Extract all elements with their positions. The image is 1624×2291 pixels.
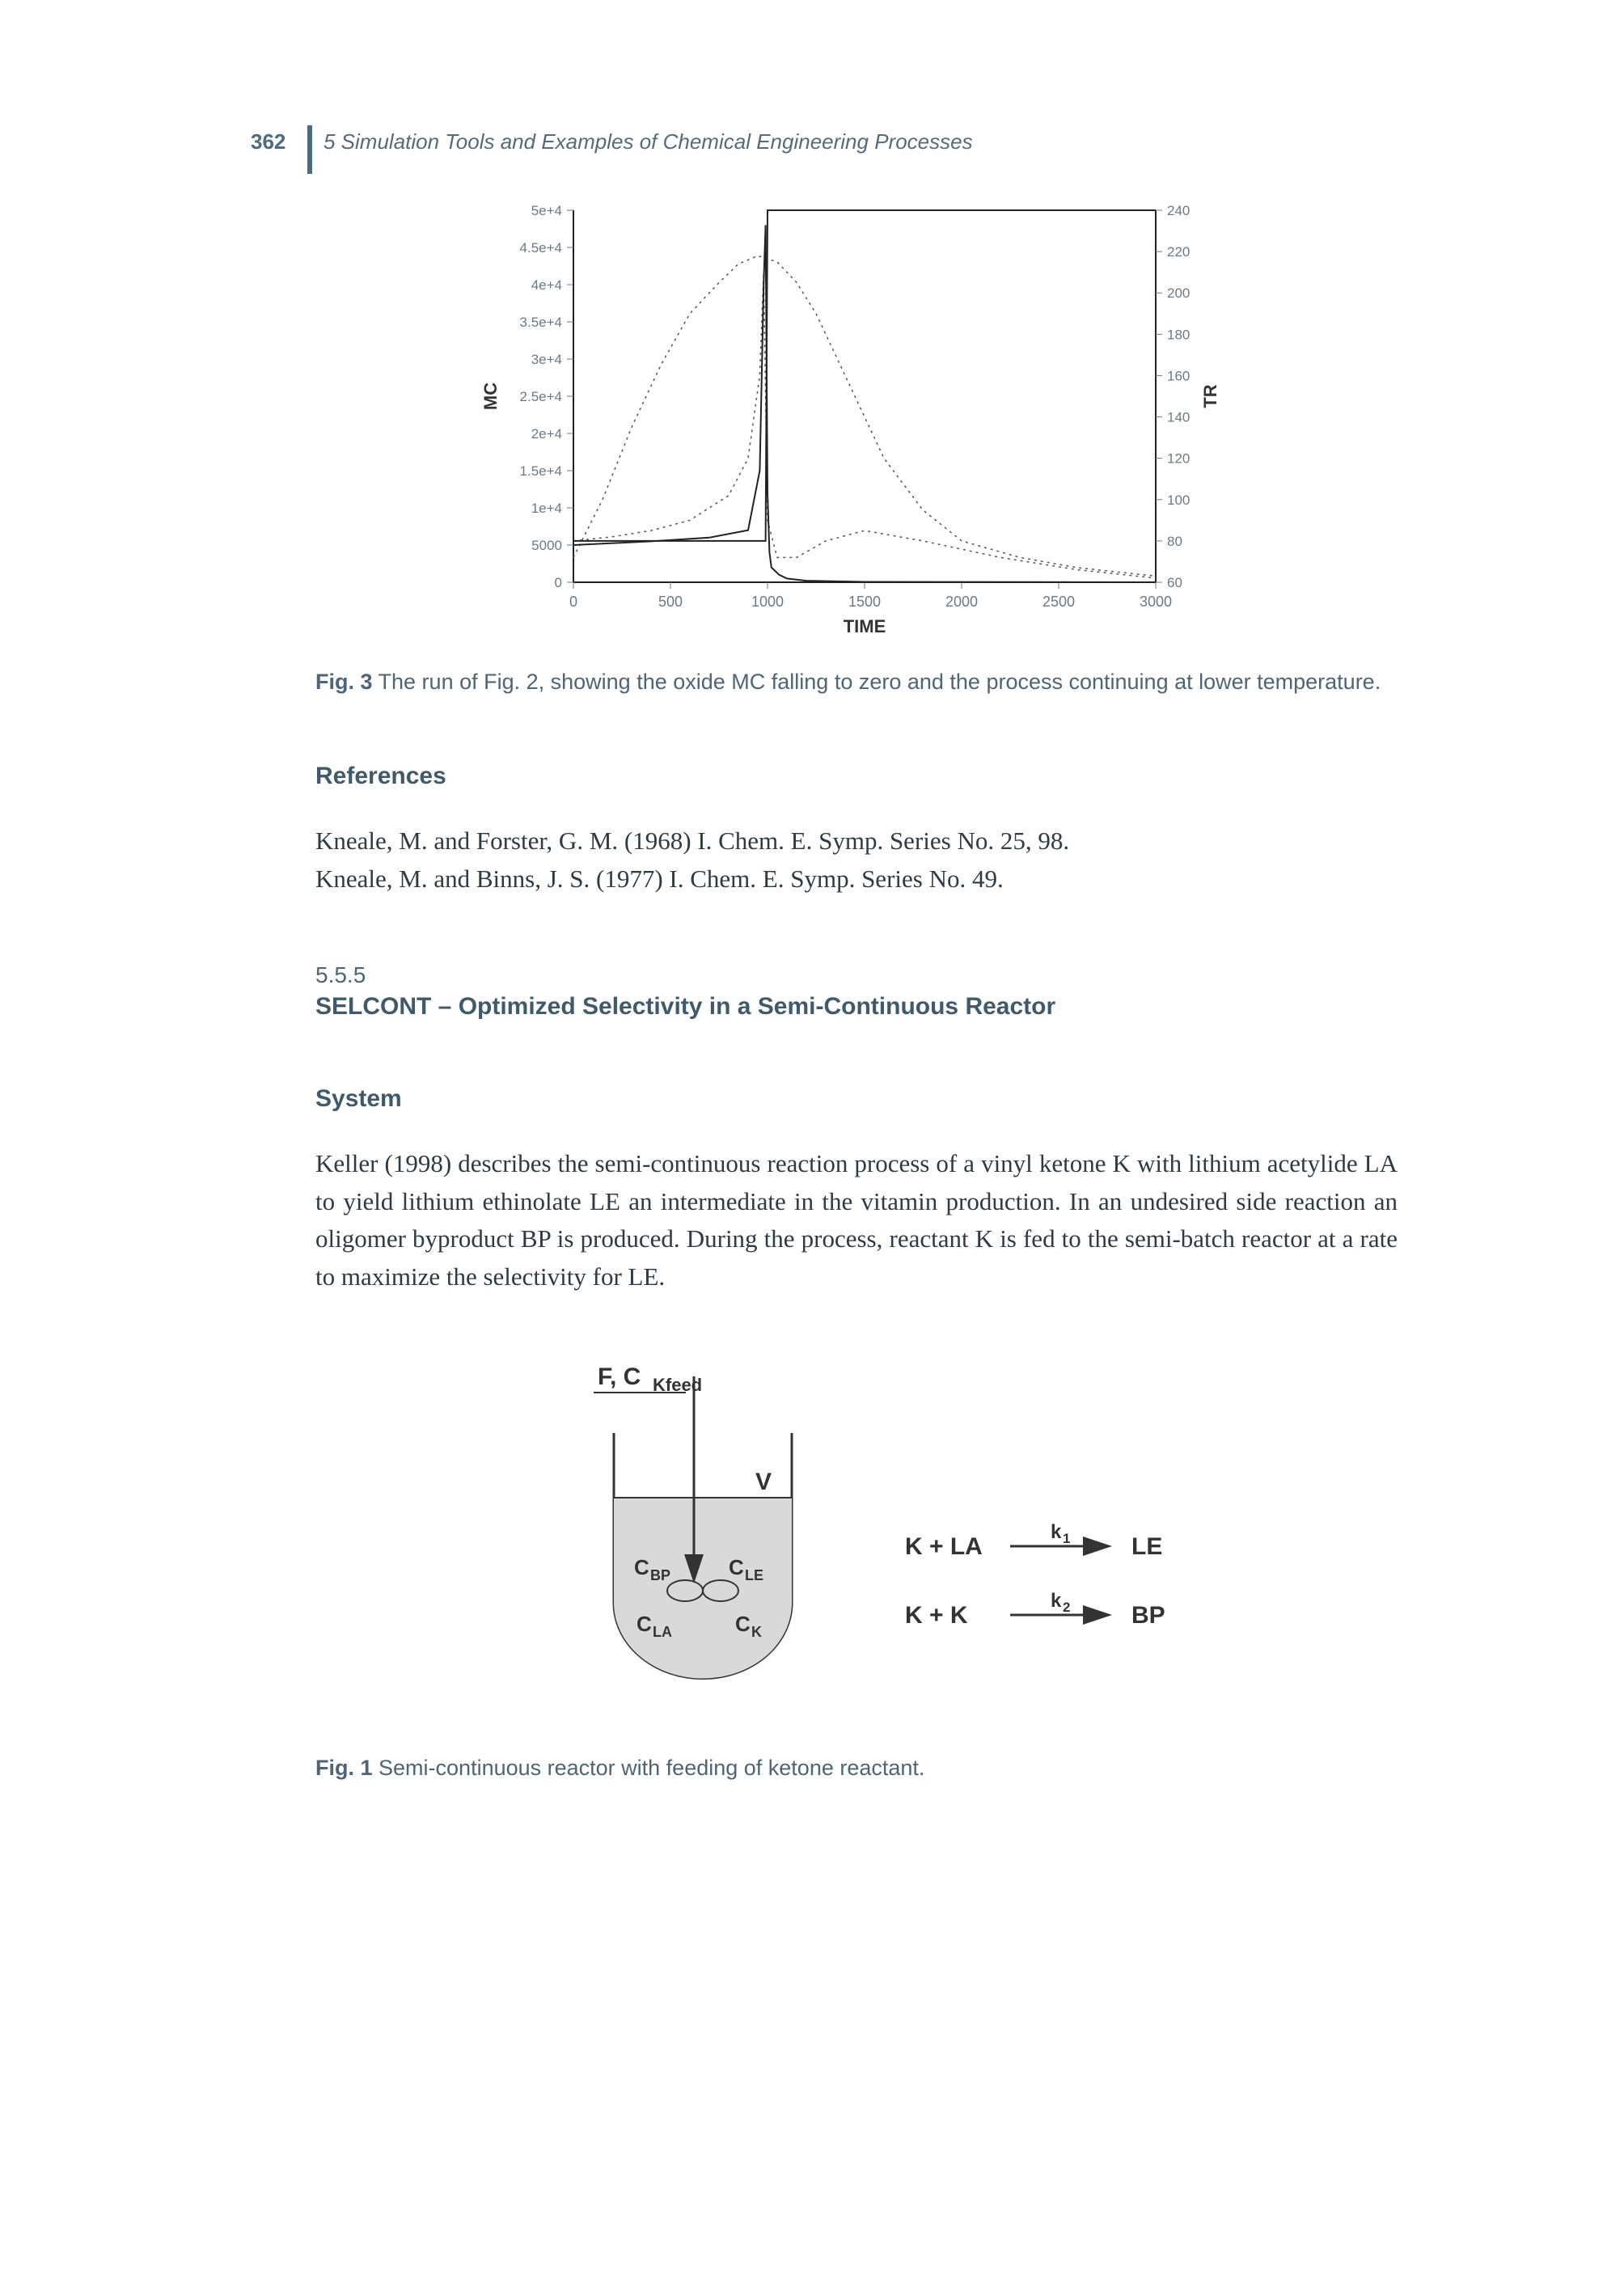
svg-text:1e+4: 1e+4 xyxy=(531,501,562,516)
svg-text:4e+4: 4e+4 xyxy=(531,277,562,293)
svg-text:1.5e+4: 1.5e+4 xyxy=(520,463,562,479)
svg-text:240: 240 xyxy=(1167,203,1190,218)
fig1-caption-text: Semi-continuous reactor with feeding of … xyxy=(379,1756,924,1780)
svg-text:LE: LE xyxy=(1131,1533,1162,1560)
section-title: SELCONT – Optimized Selectivity in a Sem… xyxy=(315,993,1398,1021)
svg-text:80: 80 xyxy=(1167,534,1182,549)
svg-text:500: 500 xyxy=(658,594,683,610)
svg-text:180: 180 xyxy=(1167,327,1190,342)
svg-text:MC: MC xyxy=(480,383,501,410)
svg-text:TIME: TIME xyxy=(844,616,886,636)
svg-text:4.5e+4: 4.5e+4 xyxy=(520,240,562,256)
svg-text:C: C xyxy=(729,1555,744,1579)
svg-text:V: V xyxy=(755,1469,772,1495)
svg-text:1: 1 xyxy=(1063,1531,1070,1546)
svg-text:160: 160 xyxy=(1167,368,1190,383)
svg-text:60: 60 xyxy=(1167,575,1182,590)
fig3-caption-label: Fig. 3 xyxy=(315,670,373,694)
running-head: 5 Simulation Tools and Examples of Chemi… xyxy=(324,129,973,154)
references-heading: References xyxy=(315,763,1398,790)
fig1-caption-label: Fig. 1 xyxy=(315,1756,373,1780)
svg-text:140: 140 xyxy=(1167,410,1190,425)
svg-text:200: 200 xyxy=(1167,285,1190,301)
references-list: Kneale, M. and Forster, G. M. (1968) I. … xyxy=(315,822,1398,898)
fig3-caption-text: The run of Fig. 2, showing the oxide MC … xyxy=(379,670,1381,694)
reference-item: Kneale, M. and Binns, J. S. (1977) I. Ch… xyxy=(315,860,1398,898)
svg-text:2.5e+4: 2.5e+4 xyxy=(520,389,562,404)
svg-text:1000: 1000 xyxy=(751,594,784,610)
system-heading: System xyxy=(315,1085,1398,1113)
reference-item: Kneale, M. and Forster, G. M. (1968) I. … xyxy=(315,822,1398,860)
fig1-diagram-container: F, CKfeedVCBPCLECLACKK + LAk1LEK + Kk2BP xyxy=(315,1344,1398,1736)
fig3-caption: Fig. 3 The run of Fig. 2, showing the ox… xyxy=(315,666,1398,698)
fig3-chart: 0 500 1000 1500 2000 2500 3000 TIME 0 5000 1e+4 1.5… xyxy=(468,194,1245,647)
svg-text:220: 220 xyxy=(1167,244,1190,260)
svg-text:LE: LE xyxy=(745,1567,763,1583)
svg-text:2500: 2500 xyxy=(1042,594,1075,610)
svg-text:1500: 1500 xyxy=(848,594,881,610)
svg-text:0: 0 xyxy=(569,594,577,610)
svg-text:K + K: K + K xyxy=(905,1602,968,1629)
svg-text:C: C xyxy=(636,1612,652,1636)
svg-text:C: C xyxy=(735,1612,751,1636)
svg-text:BP: BP xyxy=(650,1567,670,1583)
svg-text:k: k xyxy=(1051,1521,1062,1543)
svg-text:0: 0 xyxy=(555,575,562,590)
svg-text:120: 120 xyxy=(1167,451,1190,467)
svg-text:100: 100 xyxy=(1167,492,1190,508)
svg-text:5e+4: 5e+4 xyxy=(531,203,562,218)
svg-text:k: k xyxy=(1051,1590,1062,1612)
svg-text:C: C xyxy=(634,1555,649,1579)
fig1-diagram: F, CKfeedVCBPCLECLACKK + LAk1LEK + Kk2BP xyxy=(452,1344,1261,1732)
svg-text:2000: 2000 xyxy=(945,594,978,610)
fig1-caption: Fig. 1 Semi-continuous reactor with feed… xyxy=(315,1752,1398,1784)
svg-text:TR: TR xyxy=(1200,384,1220,408)
svg-text:LA: LA xyxy=(653,1624,672,1640)
svg-text:K: K xyxy=(751,1624,762,1640)
svg-text:5000: 5000 xyxy=(531,538,562,553)
svg-text:3000: 3000 xyxy=(1140,594,1172,610)
svg-text:BP: BP xyxy=(1131,1602,1165,1629)
fig3-chart-container: 0 500 1000 1500 2000 2500 3000 TIME 0 5000 1e+4 1.5… xyxy=(315,194,1398,647)
header-divider-rule xyxy=(307,125,312,174)
system-paragraph: Keller (1998) describes the semi-continu… xyxy=(315,1145,1398,1296)
svg-text:2e+4: 2e+4 xyxy=(531,426,562,442)
page: 362 5 Simulation Tools and Examples of C… xyxy=(0,0,1624,2291)
svg-text:3.5e+4: 3.5e+4 xyxy=(520,315,562,330)
svg-text:F, C: F, C xyxy=(598,1363,641,1390)
page-number: 362 xyxy=(251,129,285,154)
section-number: 5.5.5 xyxy=(315,962,1398,988)
svg-text:K + LA: K + LA xyxy=(905,1533,983,1560)
svg-text:3e+4: 3e+4 xyxy=(531,352,562,367)
svg-text:2: 2 xyxy=(1063,1600,1070,1615)
